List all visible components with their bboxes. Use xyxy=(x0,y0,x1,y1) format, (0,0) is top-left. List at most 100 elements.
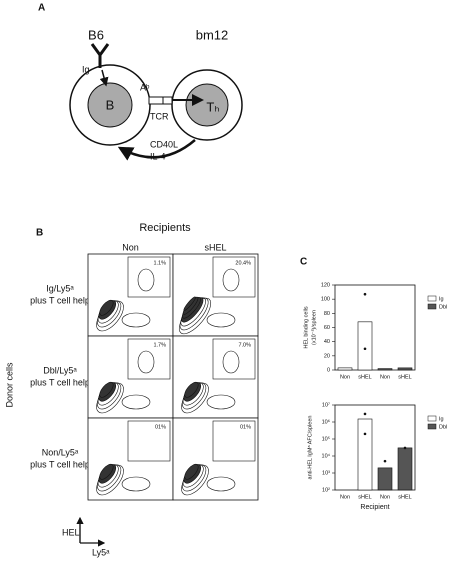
panel-label: A xyxy=(38,3,45,14)
panel-label: C xyxy=(300,257,307,268)
tcr-box xyxy=(162,96,173,105)
flow-y-label: Donor cells xyxy=(4,362,14,408)
gate xyxy=(127,420,171,462)
flow-title: Recipients xyxy=(139,222,191,234)
x-tick-label: Non xyxy=(380,374,390,380)
contour xyxy=(137,350,155,374)
x-tick-label: Non xyxy=(340,374,350,380)
axis-arrow xyxy=(79,520,104,543)
legend-swatch xyxy=(427,295,437,302)
y-tick-label: 10⁷ xyxy=(322,401,330,408)
bar xyxy=(377,467,393,491)
percent-label: 1.7% xyxy=(153,342,166,348)
dot xyxy=(363,432,367,436)
x-tick-label: sHEL xyxy=(398,494,411,500)
y-tick-label: 10⁴ xyxy=(322,452,331,459)
legend-swatch xyxy=(427,415,437,422)
flow-plot xyxy=(172,417,259,501)
legend-label: Ig xyxy=(439,296,444,302)
signal-label: IL-4 xyxy=(150,151,166,161)
b-cell xyxy=(69,64,151,146)
contour xyxy=(206,394,236,410)
y-tick-label: 10² xyxy=(322,487,330,493)
x-tick-label: sHEL xyxy=(358,374,371,380)
row-label: plus T cell help xyxy=(30,295,90,305)
flow-axis-label: HEL xyxy=(62,527,80,537)
cell-label: B xyxy=(106,97,115,112)
percent-label: 1.1% xyxy=(153,260,166,266)
t-cell xyxy=(170,69,243,141)
contour xyxy=(137,268,155,292)
bar xyxy=(337,367,353,371)
bar xyxy=(357,418,373,491)
tcr-label: TCR xyxy=(150,111,169,121)
percent-label: 20.4% xyxy=(235,260,251,266)
contour xyxy=(121,394,151,410)
bar xyxy=(397,367,413,371)
contour xyxy=(222,268,240,292)
contour xyxy=(206,476,236,492)
gate xyxy=(212,338,256,380)
dot xyxy=(383,459,387,463)
y-axis-label: (x10⁻³)/spleen xyxy=(311,310,317,345)
y-tick-label: 10⁶ xyxy=(322,418,330,425)
y-tick-label: 10⁵ xyxy=(322,435,330,442)
gate xyxy=(127,338,171,380)
y-tick-label: 100 xyxy=(321,297,330,303)
y-tick-label: 20 xyxy=(324,353,330,359)
gate xyxy=(127,256,171,298)
column-label: Non xyxy=(122,242,139,252)
flow-axis-label: Ly5ᵃ xyxy=(92,547,110,557)
plot-frame xyxy=(334,284,416,371)
flow-plot xyxy=(172,335,259,419)
legend-label: Ig xyxy=(439,416,444,422)
row-label: Dbl/Ly5ᵃ xyxy=(43,365,77,375)
y-tick-label: 120 xyxy=(321,282,330,288)
y-axis-label: HEL binding cells xyxy=(303,306,309,349)
x-tick-label: Non xyxy=(380,494,390,500)
bar xyxy=(377,368,393,371)
plot-frame xyxy=(334,404,416,491)
mhc-label: Aᵇ xyxy=(140,82,150,92)
row-label: Ig/Ly5ᵃ xyxy=(46,283,74,293)
contour xyxy=(184,381,199,398)
y-tick-label: 60 xyxy=(324,325,330,331)
legend-label: Dbl xyxy=(439,304,447,310)
x-tick-label: sHEL xyxy=(358,494,371,500)
contour xyxy=(184,463,199,480)
contour xyxy=(99,463,114,480)
legend-label: Dbl xyxy=(439,424,447,430)
contour xyxy=(206,312,236,328)
percent-label: 01% xyxy=(155,424,166,430)
contour xyxy=(99,299,114,316)
signal-label: CD40L xyxy=(150,139,178,149)
row-label: Non/Ly5ᵃ xyxy=(42,447,79,457)
contour xyxy=(121,476,151,492)
gate xyxy=(212,420,256,462)
flow-plot xyxy=(87,335,174,419)
x-axis-label: Recipient xyxy=(360,504,389,511)
y-tick-label: 0 xyxy=(327,367,330,373)
column-label: sHEL xyxy=(204,242,226,252)
contour xyxy=(183,296,196,311)
panel-label: B xyxy=(36,228,43,239)
percent-label: 01% xyxy=(240,424,251,430)
x-tick-label: sHEL xyxy=(398,374,411,380)
y-tick-label: 40 xyxy=(324,339,330,345)
contour xyxy=(222,350,240,374)
legend-swatch xyxy=(427,423,437,430)
receptor-label: Ig xyxy=(82,64,90,74)
dot xyxy=(363,292,367,296)
row-label: plus T cell help xyxy=(30,377,90,387)
flow-plot xyxy=(87,417,174,501)
gate xyxy=(212,256,256,298)
contour xyxy=(121,312,151,328)
cell-label: Tₕ xyxy=(206,99,219,114)
strain-label: B6 xyxy=(88,27,104,42)
y-tick-label: 80 xyxy=(324,311,330,317)
bar xyxy=(397,447,413,491)
dot xyxy=(363,412,367,416)
mhc-box xyxy=(148,96,164,105)
y-axis-label: anti-HEL IgMᵃ AFC/spleen xyxy=(307,416,313,480)
